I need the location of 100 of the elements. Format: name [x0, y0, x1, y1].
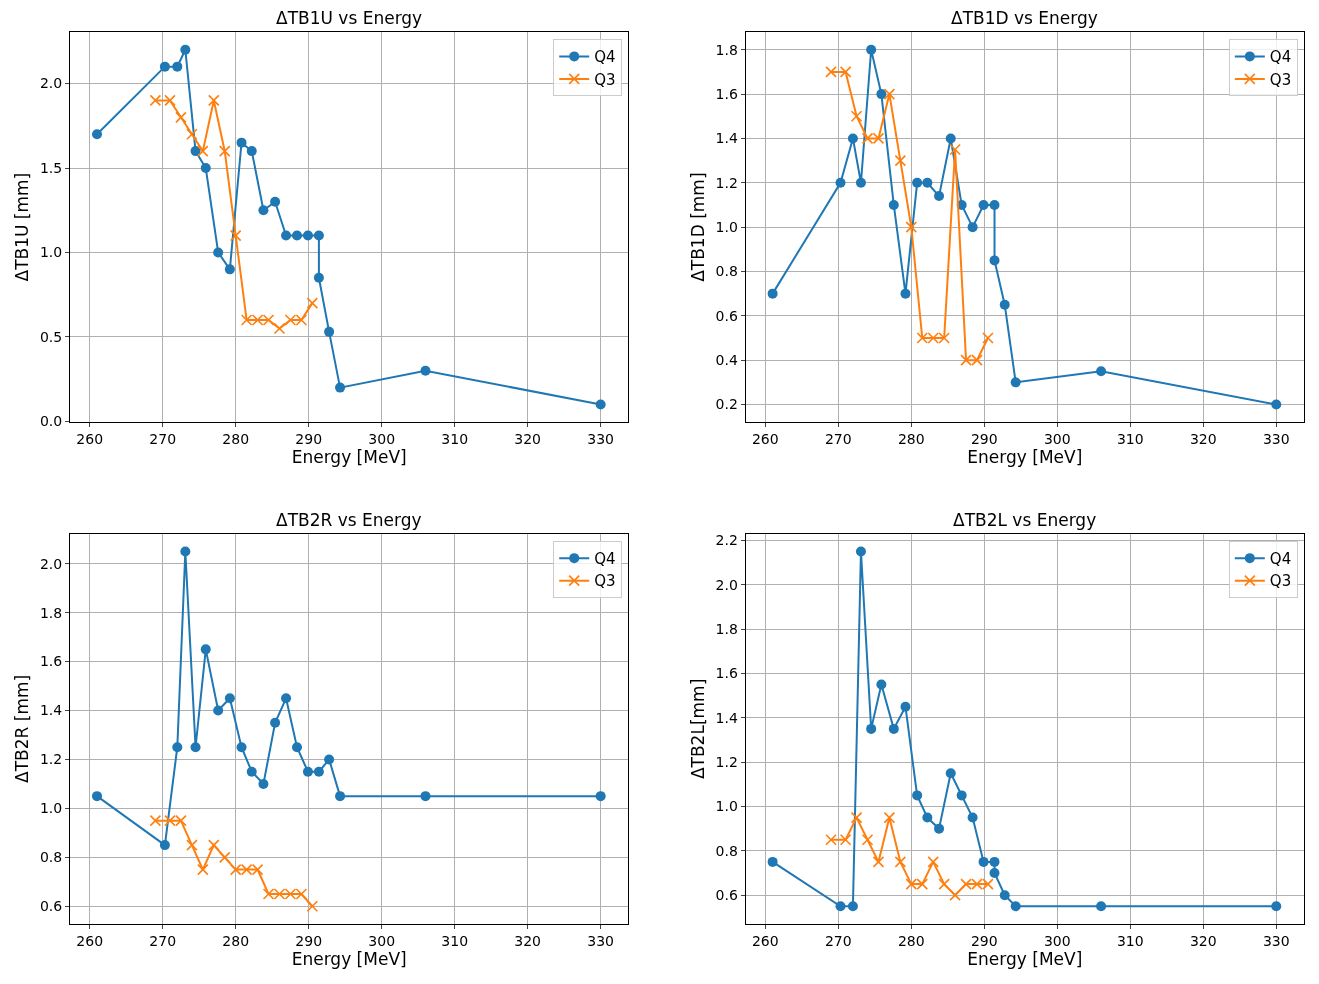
point — [302, 766, 313, 777]
x-tick-label: 300 — [1043, 431, 1071, 448]
chart-title: ΔTB1U vs Energy — [276, 8, 423, 28]
point — [835, 177, 846, 188]
point — [246, 146, 257, 157]
point — [313, 230, 324, 241]
y-tick-label: 1.2 — [715, 754, 738, 771]
point — [159, 61, 170, 72]
point — [967, 222, 978, 233]
point — [927, 856, 939, 868]
point — [894, 154, 907, 167]
point — [883, 88, 896, 100]
y-axis-title: ΔTB1U [mm] — [12, 172, 33, 282]
y-tick-label: 1.0 — [39, 244, 63, 261]
point — [186, 839, 198, 851]
point — [218, 145, 231, 157]
legend-label: Q4 — [594, 549, 616, 568]
point — [945, 133, 956, 144]
point — [306, 900, 319, 913]
point — [938, 878, 950, 890]
x-tick-label: 270 — [149, 431, 177, 448]
point — [281, 230, 292, 241]
x-tick-label: 280 — [897, 431, 925, 448]
x-tick-label: 280 — [222, 932, 250, 949]
point — [767, 856, 778, 867]
x-tick-label: 280 — [897, 932, 925, 949]
point — [1010, 901, 1021, 912]
point — [172, 742, 183, 753]
point — [949, 143, 961, 156]
point — [595, 399, 606, 410]
x-tick-label: 270 — [824, 431, 852, 448]
point — [92, 791, 103, 802]
y-tick-label: 1.0 — [39, 800, 63, 817]
y-tick-label: 1.6 — [715, 665, 738, 682]
y-tick-label: 1.4 — [39, 702, 63, 719]
point — [900, 288, 911, 299]
point — [934, 823, 945, 834]
point — [999, 299, 1010, 310]
point — [218, 851, 231, 864]
x-tick-label: 290 — [295, 932, 323, 949]
point — [847, 133, 858, 144]
x-axis-title: Energy [MeV] — [967, 948, 1083, 969]
x-tick-label: 260 — [751, 932, 779, 949]
point — [324, 326, 335, 337]
point — [324, 754, 335, 765]
point — [876, 679, 887, 690]
y-tick-label: 0.4 — [715, 352, 738, 369]
y-axis-title: ΔTB2R [mm] — [12, 674, 33, 783]
point — [213, 247, 224, 258]
point — [982, 332, 994, 344]
point — [197, 863, 209, 876]
point — [207, 94, 220, 107]
point — [1096, 901, 1107, 912]
x-tick-label: 310 — [441, 932, 469, 949]
point — [866, 723, 877, 734]
point — [200, 644, 211, 655]
y-tick-label: 0.6 — [715, 887, 738, 904]
point — [270, 717, 281, 728]
point — [905, 221, 918, 233]
point — [967, 812, 978, 823]
point — [978, 199, 989, 210]
point — [949, 889, 961, 901]
x-tick-label: 270 — [824, 932, 852, 949]
point — [236, 137, 247, 148]
point — [872, 856, 885, 868]
point — [934, 191, 945, 202]
point — [335, 791, 346, 802]
point — [1271, 399, 1282, 410]
y-tick-label: 1.6 — [715, 85, 738, 102]
point — [825, 833, 837, 846]
point — [912, 790, 923, 801]
x-tick-label: 300 — [1043, 932, 1071, 949]
y-tick-label: 1.0 — [715, 798, 738, 815]
point — [850, 110, 863, 123]
point — [861, 833, 874, 846]
point — [197, 145, 209, 157]
point — [292, 742, 302, 753]
point — [839, 66, 852, 78]
point — [92, 129, 103, 140]
point — [313, 272, 324, 283]
x-tick-label: 290 — [295, 431, 323, 448]
y-tick-label: 2.0 — [39, 555, 63, 572]
point — [978, 856, 989, 867]
point — [180, 44, 191, 55]
x-tick-label: 310 — [1116, 431, 1144, 448]
x-axis-title: Energy [MeV] — [291, 948, 407, 969]
point — [825, 66, 837, 78]
y-tick-label: 0.0 — [39, 413, 63, 430]
y-tick-label: 1.5 — [39, 159, 63, 176]
x-tick-label: 290 — [970, 431, 998, 448]
y-tick-label: 1.8 — [39, 604, 63, 621]
legend-label: Q4 — [1269, 549, 1292, 568]
point — [258, 205, 269, 216]
x-tick-label: 300 — [368, 431, 396, 448]
point — [172, 61, 183, 72]
x-tick-label: 320 — [1189, 431, 1217, 448]
point — [888, 723, 899, 734]
point — [186, 128, 198, 141]
point — [894, 856, 907, 868]
y-tick-label: 0.6 — [715, 307, 738, 324]
